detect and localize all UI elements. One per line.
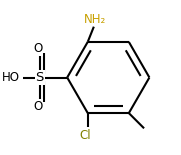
Text: NH₂: NH₂ — [84, 13, 106, 26]
Text: HO: HO — [2, 71, 20, 84]
Text: O: O — [33, 42, 42, 55]
Text: Cl: Cl — [79, 129, 90, 142]
Text: O: O — [33, 100, 42, 113]
Text: S: S — [36, 71, 44, 84]
